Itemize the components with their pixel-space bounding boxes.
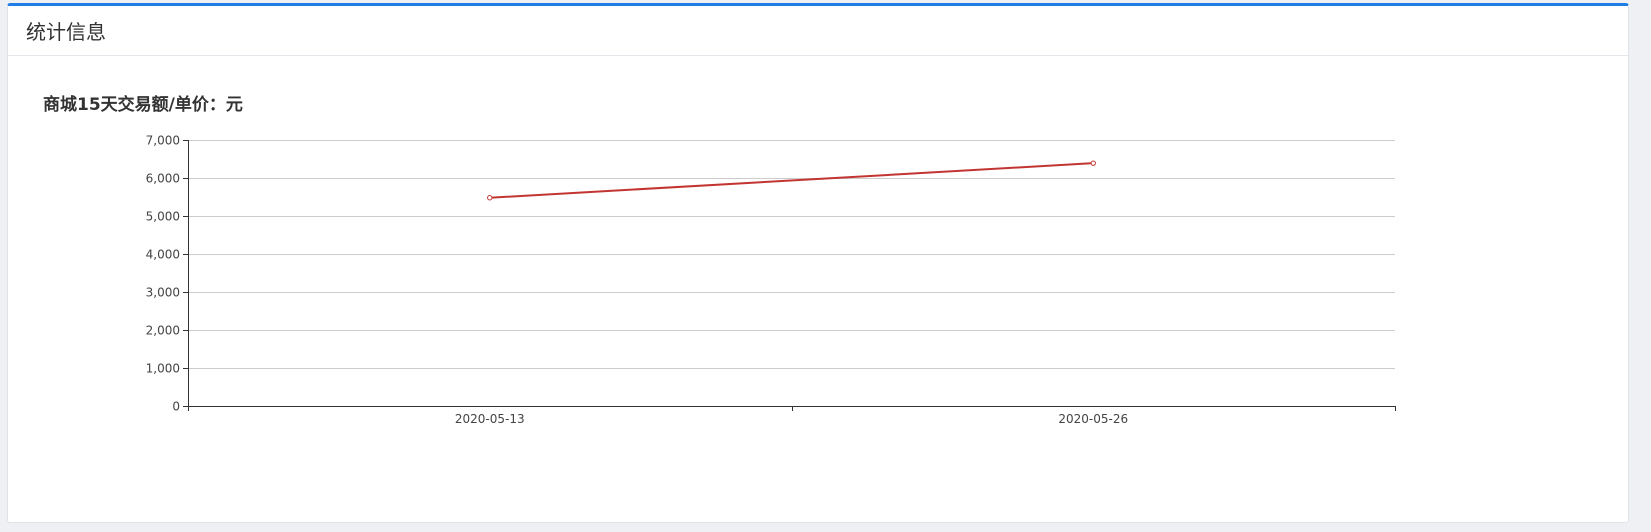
x-tick-label: 2020-05-13 — [455, 412, 525, 426]
chart-title: 商城15天交易额/单价：元 — [43, 95, 243, 115]
y-tick-label: 1,000 — [146, 362, 180, 376]
line-chart: 商城15天交易额/单价：元 0 1,000 2,000 3,000 4,000 5,000… — [8, 56, 1628, 521]
data-point — [487, 195, 493, 201]
panel-title: 统计信息 — [26, 20, 106, 44]
series-line — [489, 162, 1094, 199]
chart-canvas: 0 1,000 2,000 3,000 4,000 5,000 6,000 7,000 2020… — [146, 134, 1396, 426]
y-tick-label: 0 — [172, 400, 180, 414]
y-tick-label: 6,000 — [146, 172, 180, 186]
x-tick-label: 2020-05-26 — [1058, 412, 1128, 426]
y-tick-label: 3,000 — [146, 286, 180, 300]
statistics-panel: 统计信息 商城15天交易额/单价：元 0 1,000 2,000 3,000 4,000… — [7, 3, 1629, 523]
y-tick-label: 7,000 — [146, 134, 180, 148]
data-point — [1090, 160, 1096, 166]
y-tick-label: 2,000 — [146, 324, 180, 338]
panel-header: 统计信息 — [8, 6, 1628, 56]
y-tick-label: 5,000 — [146, 210, 180, 224]
y-tick-label: 4,000 — [146, 248, 180, 262]
